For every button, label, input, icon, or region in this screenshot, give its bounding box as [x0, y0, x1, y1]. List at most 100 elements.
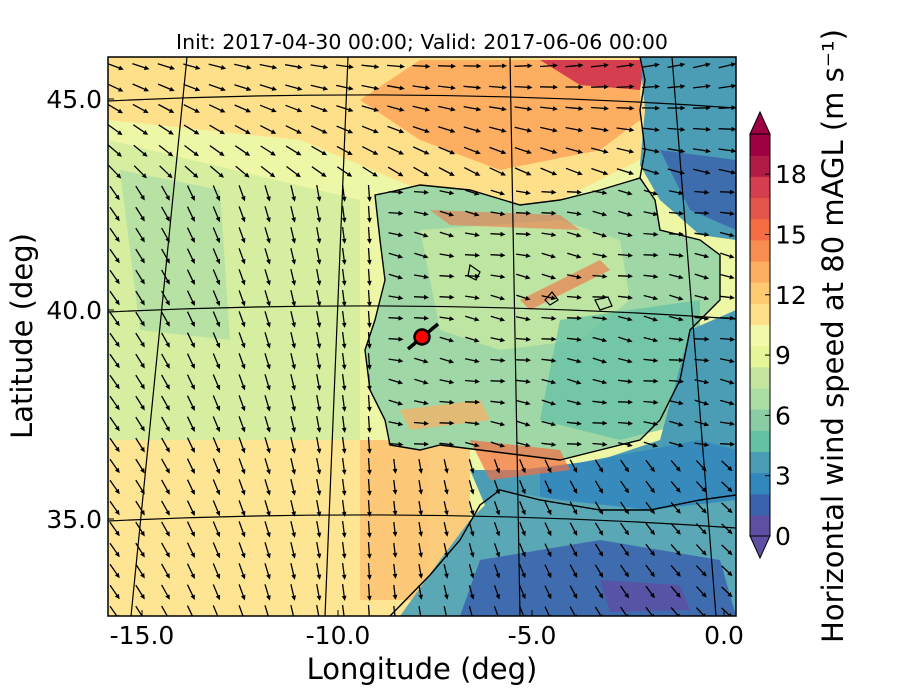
wind-vector [238, 437, 245, 451]
wind-vector [642, 168, 657, 174]
wind-vector [341, 248, 346, 262]
wind-vector-head [576, 274, 582, 280]
wind-vector-head [680, 84, 686, 89]
wind-vector-head [602, 400, 608, 405]
wind-vector [161, 437, 169, 451]
wind-vector-head [680, 148, 686, 154]
wind-vector-head [449, 253, 455, 259]
wind-vector-head [397, 253, 404, 259]
wind-vector-head [348, 64, 354, 70]
wind-vector-head [372, 150, 379, 155]
wind-vector [184, 144, 197, 156]
wind-vector [212, 206, 220, 220]
wind-vector-head [654, 127, 660, 132]
wind-vector-head [316, 196, 322, 202]
wind-vector-head [215, 321, 221, 328]
wind-vector [544, 564, 551, 576]
wind-vector [443, 585, 448, 597]
wind-vector-head [499, 190, 506, 196]
wind-vector-head [114, 551, 120, 558]
wind-vector [367, 436, 371, 452]
france-land-low [660, 150, 736, 230]
wind-vector-head [291, 322, 296, 328]
wind-vector-head [601, 359, 608, 364]
wind-vector [290, 185, 295, 199]
wind-vector-head [215, 363, 221, 370]
colorbar-tick-label: 15 [775, 221, 807, 250]
wind-vector-head [140, 258, 145, 264]
wind-vector [316, 394, 320, 410]
wind-vector-head [367, 511, 372, 517]
wind-vector-head [628, 170, 634, 175]
wind-vector [135, 542, 144, 556]
wind-vector-head [727, 550, 733, 556]
plot-title: Init: 2017-04-30 00:00; Valid: 2017-06-0… [176, 30, 668, 54]
wind-vector [184, 165, 197, 177]
wind-vector [290, 416, 295, 430]
wind-vector-head [219, 129, 226, 135]
wind-vector-head [392, 573, 398, 579]
wind-vector-head [190, 384, 195, 390]
wind-vector-head [240, 594, 246, 601]
wind-vector-head [114, 341, 120, 348]
wind-vector [643, 274, 656, 278]
wind-vector-head [680, 62, 686, 68]
wind-vector-head [527, 63, 533, 69]
wind-vector-head [118, 87, 124, 92]
wind-vector [310, 125, 326, 133]
wind-vector [669, 273, 681, 279]
y-tick-label: 40.0 [46, 296, 102, 325]
wind-vector [694, 252, 707, 258]
wind-vector-head [704, 189, 710, 195]
wind-vector [616, 107, 632, 109]
wind-vector-head [675, 529, 681, 535]
wind-vector-head [576, 337, 582, 342]
wind-vector-head [449, 294, 455, 300]
wind-vector-head [627, 379, 633, 384]
wind-vector [541, 420, 554, 426]
wind-vector [109, 416, 119, 430]
wind-vector [316, 499, 320, 515]
wind-vector [387, 146, 402, 154]
wind-vector-head [474, 190, 480, 196]
wind-vector-head [495, 510, 501, 516]
wind-vector-head [190, 426, 195, 432]
wind-vector [316, 604, 320, 616]
wind-vector [290, 605, 295, 616]
wind-vector-head [190, 573, 195, 579]
wind-vector [290, 521, 295, 535]
wind-vector [290, 542, 295, 556]
wind-vector-head [240, 405, 246, 412]
wind-vector-head [220, 86, 226, 92]
wind-vector-head [628, 148, 635, 154]
wind-vector [388, 338, 401, 340]
wind-vector-head [704, 232, 710, 237]
colorbar-tick-label: 18 [775, 160, 807, 189]
colorbar-band [750, 176, 770, 199]
wind-vector-head [650, 508, 655, 515]
wind-vector [393, 479, 396, 493]
wind-vector-head [114, 383, 120, 390]
wind-vector [186, 227, 195, 241]
wind-vector-head [650, 466, 655, 473]
wind-vector [316, 562, 320, 578]
wind-vector-head [392, 594, 398, 600]
wind-vector [161, 416, 169, 430]
wind-vector [443, 459, 448, 471]
wind-vector [591, 147, 606, 153]
wind-vector-head [367, 301, 372, 307]
wind-vector-head [678, 400, 684, 406]
wind-vector [238, 584, 245, 598]
wind-vector [544, 501, 551, 513]
wind-vector [285, 84, 300, 90]
wind-vector [463, 146, 479, 154]
wind-vector-head [316, 217, 322, 223]
wind-vector-head [598, 509, 604, 515]
wind-vector [463, 126, 479, 132]
wind-vector [212, 563, 220, 577]
wind-vector-head [704, 316, 710, 321]
wind-vector-head [367, 280, 372, 286]
wind-vector-head [425, 63, 431, 69]
wind-vector-head [291, 217, 296, 223]
colorbar-band [750, 451, 770, 474]
